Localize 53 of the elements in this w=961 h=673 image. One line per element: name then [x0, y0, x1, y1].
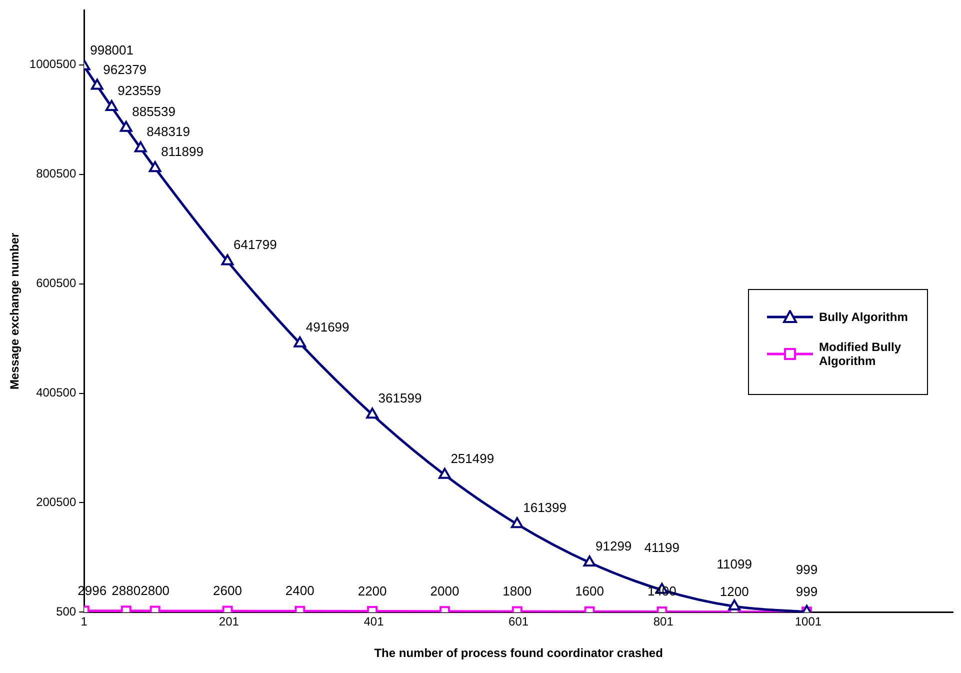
point: [728, 599, 741, 610]
data-label: 361599: [378, 390, 422, 406]
x-tick-label: 1: [80, 614, 88, 629]
data-label: 1800: [502, 583, 532, 598]
point: [438, 468, 451, 479]
data-label: 491699: [306, 319, 350, 334]
point: [120, 120, 132, 132]
data-label: 885539: [132, 104, 176, 119]
data-label: 999: [796, 584, 818, 599]
data-label: 251499: [450, 450, 494, 466]
x-tick-label: 801: [653, 614, 674, 629]
legend-label: Bully Algorithm: [819, 310, 908, 324]
data-label: 2880: [112, 582, 141, 598]
data-label: 1200: [720, 584, 749, 599]
y-axis-title: Message exchange number: [8, 232, 22, 390]
x-tick-label: 201: [218, 614, 240, 629]
data-label: 2000: [430, 583, 460, 598]
data-label: 923559: [118, 83, 162, 98]
point: [294, 336, 306, 348]
x-tick-label: 601: [508, 614, 529, 629]
data-label: 2600: [213, 583, 242, 598]
x-axis-title: The number of process found coordinator crashed: [374, 646, 663, 660]
y-tick-label: 600500: [36, 276, 76, 290]
point: [510, 517, 524, 528]
y-tick-label: 200500: [36, 495, 76, 510]
point: [134, 141, 147, 152]
data-label: 1600: [575, 584, 604, 599]
y-tick-label: 800500: [36, 166, 76, 181]
data-label: 2800: [140, 582, 170, 598]
point: [583, 556, 596, 567]
point: [148, 161, 162, 172]
y-tick-label: 1000500: [29, 57, 76, 72]
y-tick-label: 400500: [36, 386, 76, 400]
x-tick-label: 401: [364, 614, 384, 629]
data-label: 811899: [161, 144, 204, 160]
x-tick-label: 1001: [794, 614, 822, 629]
data-label: 998001: [90, 42, 134, 58]
point: [105, 100, 118, 112]
data-label: 11099: [716, 556, 752, 572]
data-label: 999: [796, 562, 818, 577]
data-label: 2200: [358, 583, 387, 598]
y-tick-label: 500: [56, 604, 76, 619]
data-label: 848319: [146, 124, 190, 140]
point: [221, 254, 234, 266]
data-label: 641799: [233, 237, 277, 252]
data-label: 91299: [596, 538, 632, 554]
data-label: 41199: [644, 540, 680, 555]
point: [366, 408, 378, 419]
legend-label: Modified Bully Algorithm: [819, 340, 902, 368]
data-label: 2400: [285, 583, 314, 598]
data-label: 962379: [103, 62, 147, 77]
point: [90, 78, 104, 90]
data-label: 161399: [523, 500, 566, 516]
